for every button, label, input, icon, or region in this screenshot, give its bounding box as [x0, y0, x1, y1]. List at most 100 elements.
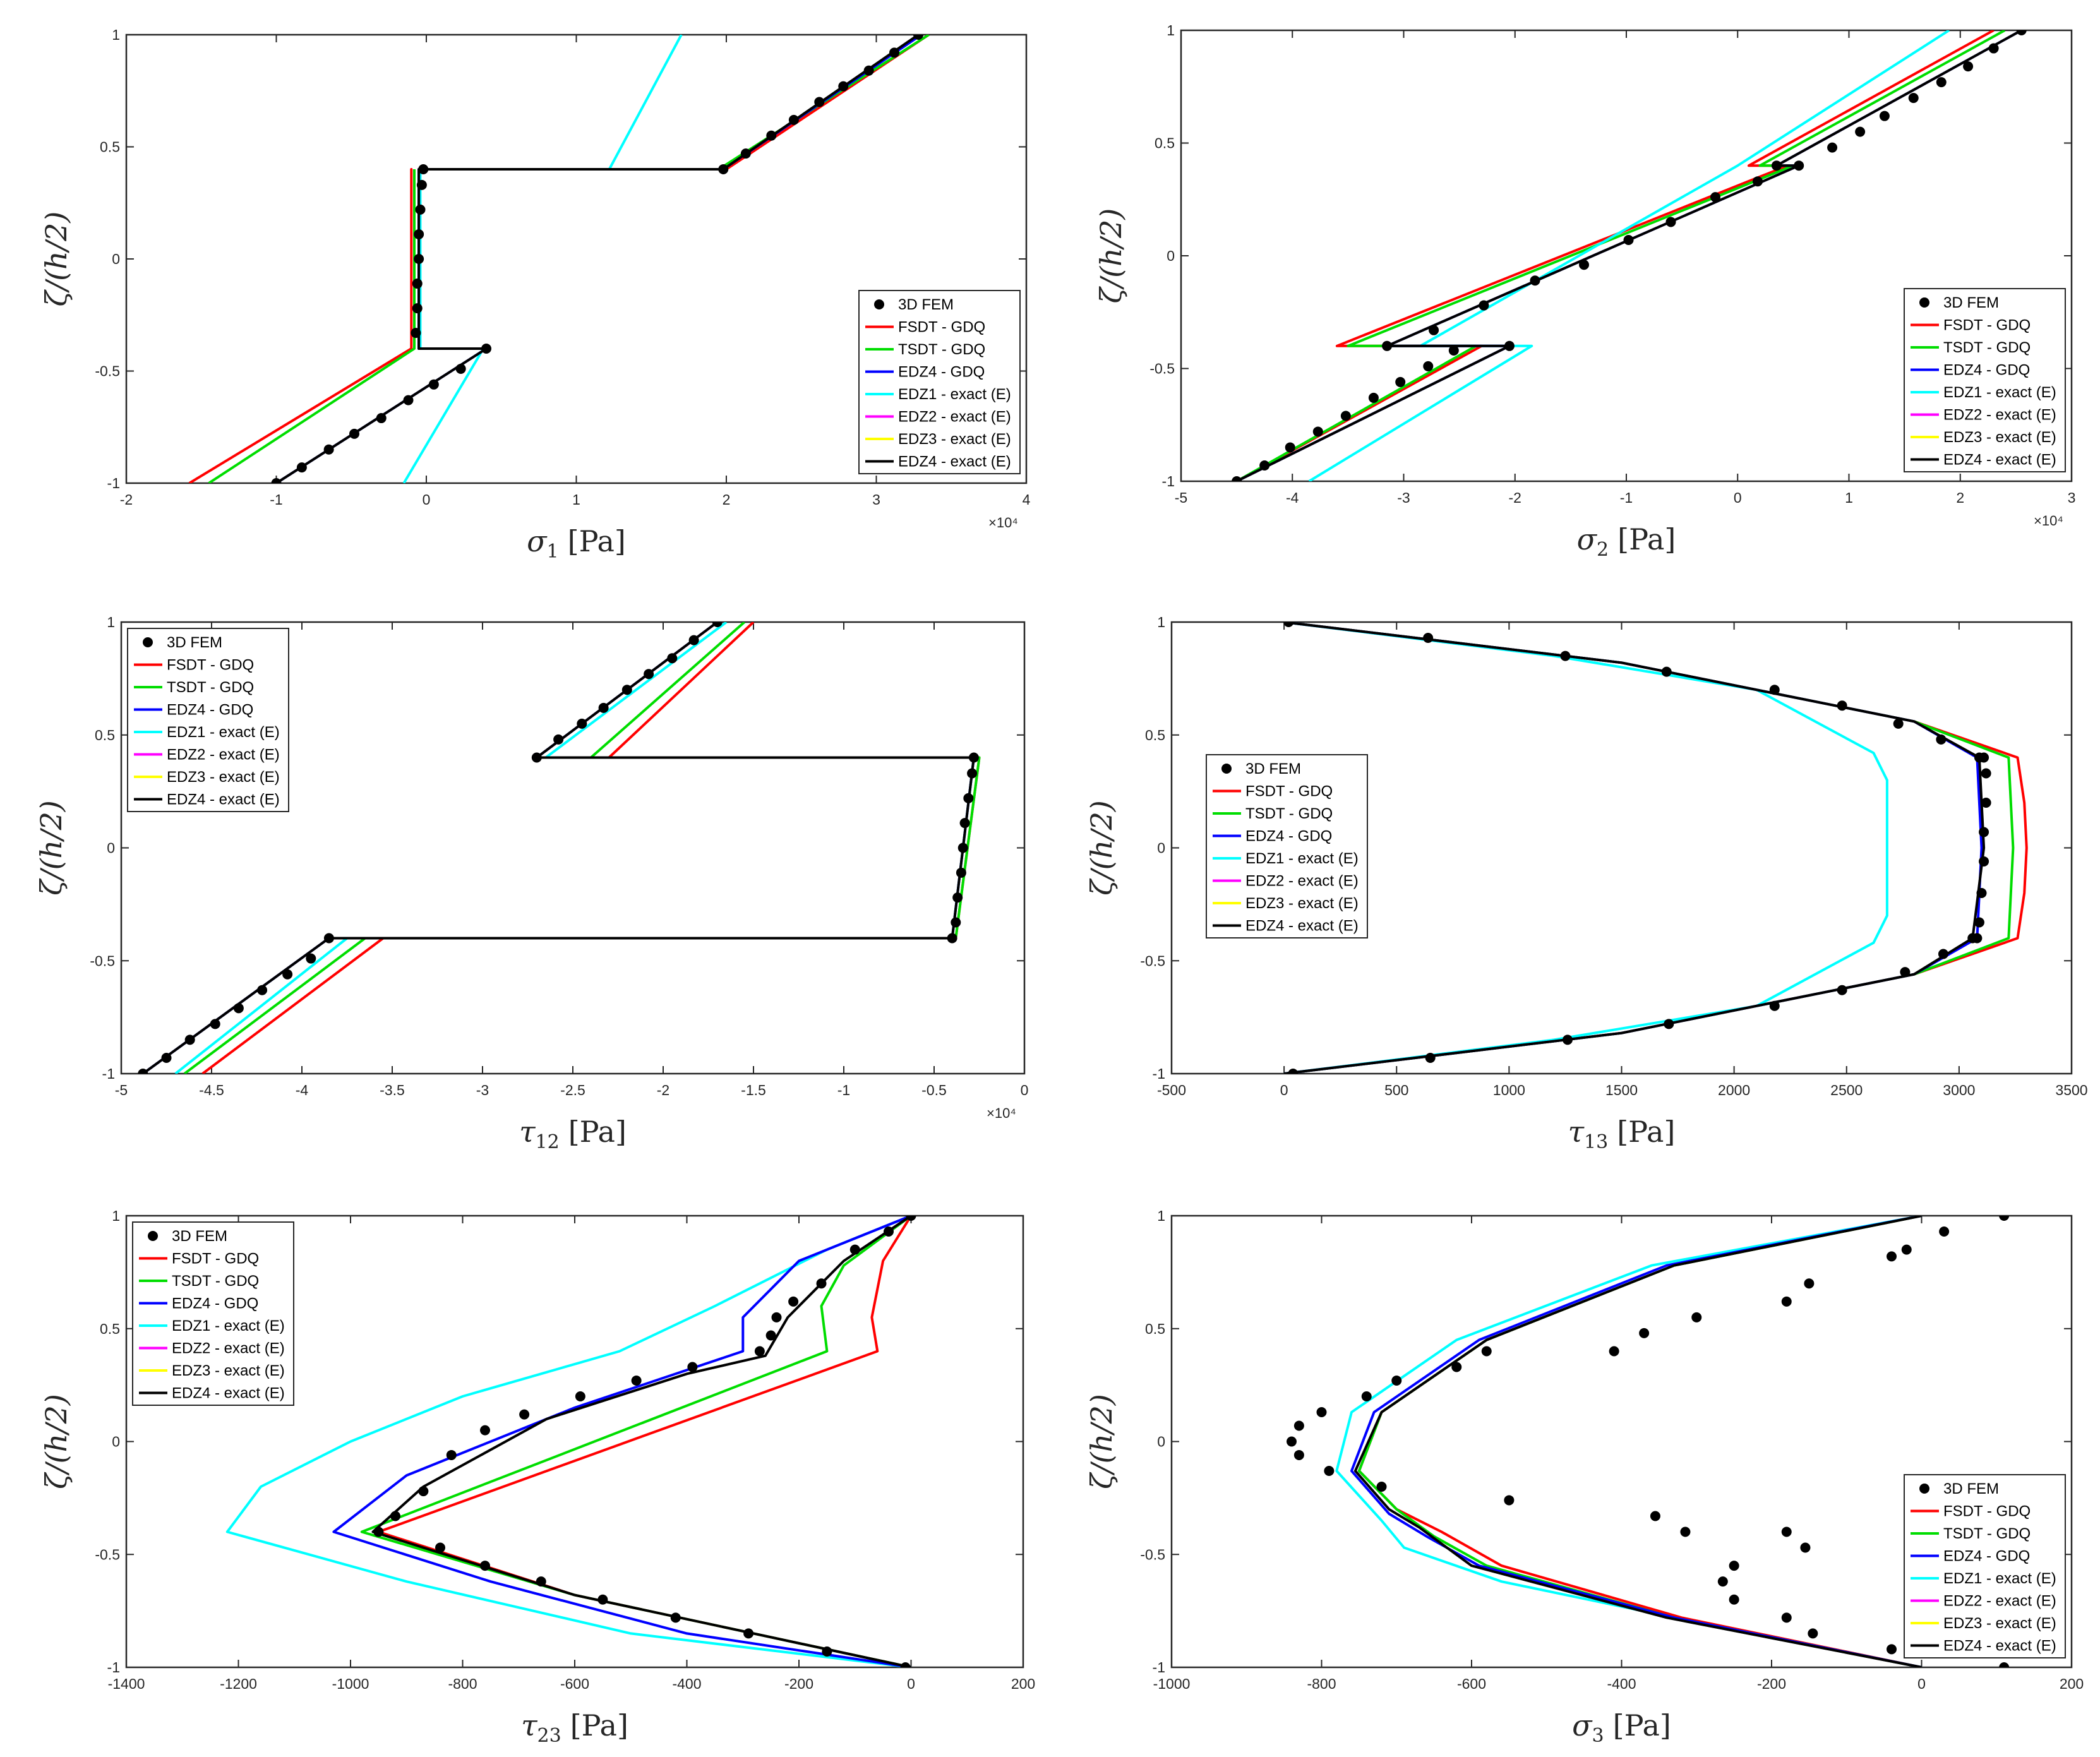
fem-point	[1827, 142, 1838, 153]
legend-entry-label: EDZ4 - exact (E)	[1943, 452, 2056, 469]
x-axis-label-symbol: σ	[1577, 522, 1598, 556]
x-tick-label: 1000	[1493, 1082, 1525, 1098]
fem-point	[754, 1346, 765, 1357]
x-axis-multiplier: ×10⁴	[987, 1105, 1016, 1121]
y-tick-label: 0.5	[1155, 135, 1175, 152]
fem-point	[553, 734, 564, 745]
fem-point	[412, 303, 423, 314]
x-axis-label: τ12 [Pa]	[519, 1115, 627, 1153]
series-line-edz1-exact-e-	[1335, 1216, 1922, 1667]
x-tick-label: 200	[1011, 1676, 1035, 1692]
fem-point	[481, 344, 491, 354]
y-tick-label: 0.5	[1145, 727, 1165, 743]
fem-point	[1769, 1000, 1780, 1011]
x-tick-label: -600	[1457, 1676, 1486, 1692]
legend-entry-label: EDZ4 - exact (E)	[167, 791, 280, 808]
fem-point	[577, 718, 587, 729]
x-tick-label: -3	[476, 1082, 489, 1098]
legend-entry-label: EDZ4 - GDQ	[167, 702, 253, 719]
legend-entry-label: TSDT - GDQ	[167, 679, 254, 696]
fem-point	[1563, 1034, 1573, 1045]
fem-point	[740, 148, 751, 159]
fem-point	[687, 1362, 698, 1372]
fem-point	[414, 254, 424, 264]
fem-point	[1976, 888, 1987, 898]
fem-point	[1729, 1594, 1739, 1605]
x-axis-label-subscript: 23	[537, 1725, 561, 1747]
fem-point	[963, 793, 974, 803]
legend-entry-label: EDZ2 - exact (E)	[1943, 407, 2056, 424]
x-tick-label: -2.5	[560, 1082, 585, 1098]
x-axis-label-unit: [Pa]	[568, 1115, 627, 1149]
legend-entry-label: EDZ2 - exact (E)	[898, 409, 1011, 426]
fem-point	[536, 1576, 546, 1587]
fem-point	[631, 1375, 642, 1386]
fem-point	[1361, 1391, 1372, 1401]
fem-point	[373, 1526, 384, 1537]
fem-point	[956, 867, 966, 878]
fem-point	[1661, 666, 1672, 677]
fem-point	[1855, 126, 1866, 137]
series-line-edz4-exact-e-	[1283, 622, 1986, 1074]
x-tick-label: 3	[2068, 489, 2076, 506]
x-axis-multiplier: ×10⁴	[2034, 513, 2063, 529]
fem-point	[849, 1244, 860, 1255]
fem-point	[1988, 43, 1999, 54]
x-tick-label: -200	[1757, 1676, 1786, 1692]
x-tick-label: -1	[1620, 489, 1633, 506]
y-tick-label: -0.5	[1140, 1546, 1165, 1562]
legend-entry-label: EDZ4 - exact (E)	[172, 1385, 285, 1402]
y-tick-label: 0	[112, 1434, 120, 1450]
fem-point	[889, 47, 899, 58]
fem-point	[863, 65, 874, 76]
x-axis-label-unit: [Pa]	[568, 524, 626, 558]
legend-entry-label: 3D FEM	[172, 1228, 227, 1245]
fem-point	[390, 1511, 400, 1521]
legend-entry-label: 3D FEM	[1943, 1480, 1999, 1497]
fem-point	[1908, 93, 1919, 104]
legend-entry-label: EDZ1 - exact (E)	[1245, 850, 1359, 867]
fem-point	[138, 1069, 148, 1074]
legend-entry-label: EDZ1 - exact (E)	[172, 1317, 285, 1334]
legend-entry-label: FSDT - GDQ	[898, 319, 985, 336]
fem-point	[161, 1052, 172, 1063]
x-tick-label: -1200	[220, 1676, 257, 1692]
x-tick-label: -1.5	[741, 1082, 766, 1098]
x-tick-label: -4.5	[199, 1082, 224, 1098]
fem-point	[1316, 1407, 1327, 1418]
legend-entry-label: FSDT - GDQ	[172, 1250, 259, 1268]
fem-point	[480, 1425, 490, 1436]
fem-point	[1963, 61, 1974, 72]
fem-point	[210, 1019, 220, 1029]
series-line-edz4-exact-e-	[1236, 30, 2022, 481]
x-tick-label: 0	[907, 1676, 915, 1692]
y-tick-label: 0	[107, 840, 115, 856]
fem-point	[1288, 1069, 1299, 1074]
fem-point	[765, 1330, 776, 1341]
fem-point	[884, 1226, 894, 1237]
fem-point	[1395, 376, 1406, 387]
fem-point	[1287, 1436, 1297, 1447]
fem-point	[1900, 967, 1911, 978]
fem-point	[1481, 1346, 1492, 1357]
legend-entry-label: EDZ1 - exact (E)	[898, 386, 1011, 403]
x-tick-label: 1500	[1605, 1082, 1638, 1098]
legend-marker-3d-fem	[1919, 297, 1929, 308]
legend-entry-label: EDZ4 - GDQ	[1943, 1548, 2030, 1565]
x-axis-label: τ23 [Pa]	[521, 1708, 628, 1747]
legend-entry-label: TSDT - GDQ	[1943, 339, 2031, 356]
fem-point	[906, 1216, 916, 1221]
series-line-fsdt-gdq	[1236, 30, 1995, 481]
x-tick-label: 2500	[1830, 1082, 1863, 1098]
series-line-fsdt-gdq	[188, 168, 413, 483]
y-tick-label: -1	[102, 1065, 115, 1082]
x-tick-label: -500	[1157, 1082, 1186, 1098]
fem-point	[771, 1312, 782, 1322]
legend-entry-label: EDZ2 - exact (E)	[1943, 1593, 2056, 1610]
fem-point	[1936, 734, 1947, 745]
fem-point	[416, 179, 427, 190]
x-tick-label: -400	[672, 1676, 701, 1692]
fem-point	[415, 204, 426, 215]
fem-point	[349, 428, 359, 439]
